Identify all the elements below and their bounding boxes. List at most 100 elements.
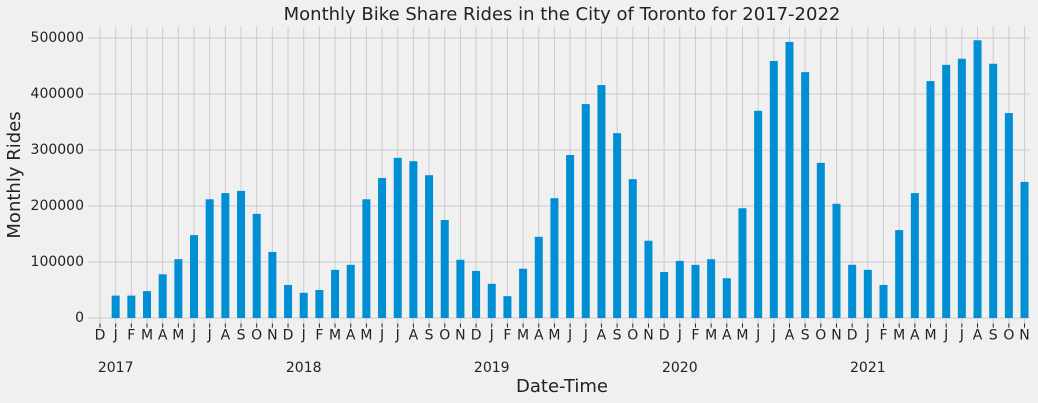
bar <box>926 81 935 319</box>
bar <box>816 162 825 318</box>
y-tick-label: 400000 <box>31 86 84 102</box>
x-tick-label: A <box>785 328 795 344</box>
x-tick-label: M <box>924 328 936 344</box>
x-year-label: 2019 <box>474 360 510 376</box>
x-tick-label: J <box>191 328 196 344</box>
x-tick-label: S <box>613 328 622 344</box>
x-tick-label: S <box>989 328 998 344</box>
bar <box>487 283 496 318</box>
x-tick-label: J <box>865 328 870 344</box>
bar <box>205 199 214 318</box>
bar <box>346 264 355 318</box>
bar <box>989 63 998 319</box>
bar <box>675 260 684 318</box>
x-tick-label: A <box>910 328 920 344</box>
bar <box>1020 181 1029 318</box>
y-tick-label: 300000 <box>31 142 84 158</box>
bar <box>534 236 543 318</box>
x-tick-label: M <box>517 328 529 344</box>
x-tick-label: D <box>283 328 294 344</box>
bar <box>1004 113 1013 318</box>
bar <box>738 208 747 318</box>
y-tick-label: 100000 <box>31 254 84 270</box>
x-year-label: 2020 <box>662 360 698 376</box>
bar <box>393 157 402 318</box>
bar <box>284 284 293 318</box>
x-tick-label: M <box>329 328 341 344</box>
bar <box>801 72 810 318</box>
x-tick-label: J <box>959 328 964 344</box>
bar <box>174 259 183 318</box>
x-tick-label: N <box>455 328 465 344</box>
bar <box>613 133 622 318</box>
x-tick-label: D <box>847 328 858 344</box>
x-year-label: 2021 <box>850 360 886 376</box>
x-tick-label: N <box>643 328 653 344</box>
bar <box>973 40 982 319</box>
bar <box>456 259 465 318</box>
bar <box>597 85 606 318</box>
x-tick-label: A <box>409 328 419 344</box>
bar <box>769 60 778 319</box>
x-tick-label: J <box>301 328 306 344</box>
x-tick-label: J <box>113 328 118 344</box>
y-tick-label: 200000 <box>31 198 84 214</box>
x-tick-label: F <box>879 328 887 344</box>
bar <box>660 272 669 318</box>
bar <box>111 295 120 318</box>
bar <box>895 230 904 318</box>
bar <box>378 178 387 318</box>
bar <box>957 58 966 318</box>
x-tick-label: J <box>379 328 384 344</box>
x-tick-label: J <box>567 328 572 344</box>
y-tick-label: 500000 <box>31 30 84 46</box>
bar <box>362 199 371 318</box>
x-tick-label: M <box>705 328 717 344</box>
bar <box>691 264 700 318</box>
bar <box>409 161 418 318</box>
x-tick-label: M <box>548 328 560 344</box>
bar <box>628 179 637 318</box>
x-tick-label: M <box>360 328 372 344</box>
bar <box>221 193 230 318</box>
bar <box>440 220 449 318</box>
bar <box>785 41 794 319</box>
x-tick-label: M <box>172 328 184 344</box>
x-tick-label: A <box>221 328 231 344</box>
x-tick-label: J <box>583 328 588 344</box>
x-tick-label: N <box>1019 328 1029 344</box>
x-tick-label: A <box>158 328 168 344</box>
bar <box>190 235 199 318</box>
bar <box>863 269 872 318</box>
bar <box>299 292 308 318</box>
bar <box>143 291 152 318</box>
x-tick-label: O <box>815 328 826 344</box>
x-axis-label: Date-Time <box>516 376 608 397</box>
x-tick-label: O <box>439 328 450 344</box>
bar <box>472 270 481 318</box>
x-year-label: 2018 <box>286 360 322 376</box>
x-tick-label: J <box>771 328 776 344</box>
bar <box>425 175 434 318</box>
bar <box>644 240 653 318</box>
x-tick-label: J <box>395 328 400 344</box>
x-tick-label: J <box>489 328 494 344</box>
bar <box>754 110 763 318</box>
bar <box>581 104 590 318</box>
bar <box>315 290 324 318</box>
bar <box>158 274 167 318</box>
x-tick-label: J <box>943 328 948 344</box>
x-tick-label: A <box>597 328 607 344</box>
bar <box>519 268 528 318</box>
x-tick-label: J <box>677 328 682 344</box>
bar <box>550 198 559 318</box>
x-tick-label: M <box>736 328 748 344</box>
bar <box>252 213 261 318</box>
x-tick-label: A <box>973 328 983 344</box>
x-tick-label: A <box>346 328 356 344</box>
x-tick-label: O <box>627 328 638 344</box>
x-tick-label: S <box>801 328 810 344</box>
bar <box>127 295 136 318</box>
